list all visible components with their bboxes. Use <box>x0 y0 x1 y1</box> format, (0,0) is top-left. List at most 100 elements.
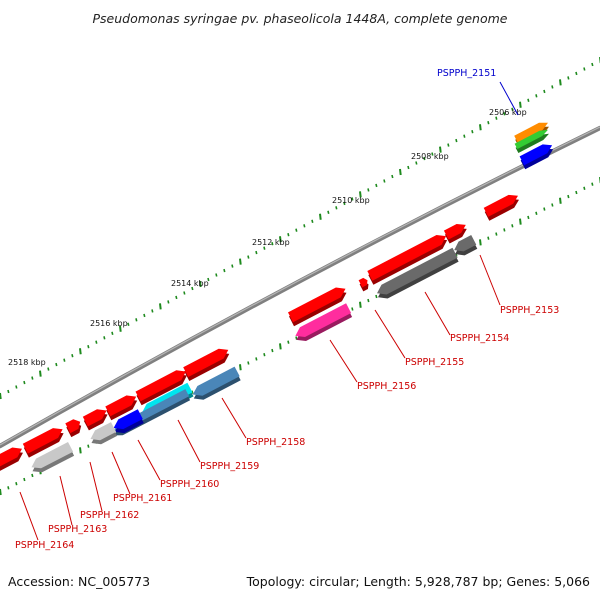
minor-tick <box>591 182 594 186</box>
connector-2151 <box>499 81 519 116</box>
gene-label-2154[interactable]: PSPPH_2154 <box>450 333 509 344</box>
connector-2160 <box>137 439 161 481</box>
major-tick <box>559 79 562 86</box>
minor-tick <box>567 194 570 199</box>
gene-feature-2162-fwd[interactable] <box>65 419 81 434</box>
minor-tick <box>543 207 546 211</box>
gene-label-2158[interactable]: PSPPH_2158 <box>246 437 305 448</box>
gene-label-2159[interactable]: PSPPH_2159 <box>200 461 259 472</box>
minor-tick <box>15 385 18 389</box>
minor-tick <box>527 215 530 220</box>
minor-tick <box>191 286 194 291</box>
minor-tick <box>23 380 26 385</box>
gene-feature-2161[interactable] <box>90 422 117 441</box>
major-tick <box>239 364 242 371</box>
minor-tick <box>87 444 90 448</box>
gene-feature-2156-fwd[interactable] <box>288 287 346 323</box>
gene-feature-2160[interactable] <box>113 409 143 430</box>
minor-tick <box>167 300 170 304</box>
gene-label-2162[interactable]: PSPPH_2162 <box>80 510 139 521</box>
major-tick <box>319 213 322 220</box>
major-tick <box>119 325 122 332</box>
minor-tick <box>55 362 58 367</box>
major-tick <box>479 124 482 131</box>
forward-strand-features <box>0 194 519 471</box>
minor-tick <box>503 112 506 116</box>
major-tick <box>239 258 242 265</box>
gene-label-2155[interactable]: PSPPH_2155 <box>405 357 464 368</box>
major-tick <box>79 348 82 355</box>
gene-feature-2158[interactable] <box>192 366 240 396</box>
gene-label-2161[interactable]: PSPPH_2161 <box>113 493 172 504</box>
gene-label-2163[interactable]: PSPPH_2163 <box>48 524 107 535</box>
map-title: Pseudomonas syringae pv. phaseolicola 14… <box>92 11 507 26</box>
minor-tick <box>583 186 586 190</box>
minor-tick <box>423 156 426 161</box>
gene-feature-2152[interactable] <box>483 194 518 217</box>
gene-feature-2153[interactable] <box>454 235 477 252</box>
gene-feature-2156[interactable] <box>295 303 352 337</box>
minor-tick <box>87 345 90 349</box>
gene-feature-2161-fwd[interactable] <box>82 409 107 427</box>
gene-label-2153[interactable]: PSPPH_2153 <box>500 305 559 316</box>
minor-tick <box>343 201 346 206</box>
minor-tick <box>263 353 266 357</box>
gene-feature-small[interactable] <box>358 277 368 288</box>
scale-label-2510: 2510 kbp <box>332 196 370 205</box>
gene-label-2156[interactable]: PSPPH_2156 <box>357 381 416 392</box>
minor-tick <box>7 486 10 490</box>
gene-label-2164[interactable]: PSPPH_2164 <box>15 540 74 551</box>
gene-feature-2164-fwd[interactable] <box>0 447 22 471</box>
gene-feature-2151-green[interactable] <box>514 129 548 149</box>
gene-feature-2158-fwd[interactable] <box>183 348 229 377</box>
minor-tick <box>495 232 498 236</box>
minor-tick <box>431 152 434 156</box>
gene-feature-2163[interactable] <box>31 442 74 469</box>
minor-tick <box>567 76 570 80</box>
minor-tick <box>575 71 578 76</box>
gene-feature-2153-fwd[interactable] <box>443 224 466 240</box>
minor-tick <box>255 357 258 361</box>
minor-tick <box>31 473 34 478</box>
minor-tick <box>391 174 394 179</box>
minor-tick <box>527 98 530 102</box>
minor-tick <box>263 246 266 250</box>
minor-tick <box>47 367 50 371</box>
gene-feature-2159-fwd[interactable] <box>135 370 186 402</box>
gene-feature-2154[interactable] <box>377 247 458 295</box>
gene-feature-2154-fwd[interactable] <box>367 235 447 281</box>
minor-tick <box>287 340 290 344</box>
gene-feature-2151-orange[interactable] <box>514 122 548 143</box>
gene-label-2160[interactable]: PSPPH_2160 <box>160 479 219 490</box>
minor-tick <box>327 210 330 214</box>
connector-2159 <box>177 419 201 463</box>
minor-tick <box>215 273 218 277</box>
minor-tick <box>63 358 66 362</box>
gene-feature-2160-fwd[interactable] <box>105 395 137 417</box>
minor-tick <box>407 165 410 170</box>
gene-feature-2151-blue[interactable] <box>519 144 553 166</box>
minor-tick <box>71 354 74 358</box>
major-tick <box>519 101 522 108</box>
outer-scale-ring <box>0 57 600 400</box>
connector-2161 <box>111 451 131 495</box>
minor-tick <box>495 116 498 120</box>
scale-label-2514: 2514 kbp <box>171 279 209 288</box>
genome-backbone <box>0 125 600 449</box>
label-connectors <box>19 81 519 541</box>
minor-tick <box>271 242 274 246</box>
minor-tick <box>375 183 378 188</box>
minor-tick <box>303 224 306 228</box>
reverse-strand-features <box>31 122 554 473</box>
minor-tick <box>583 67 586 71</box>
major-tick <box>439 146 442 153</box>
gene-feature-2163-fwd[interactable] <box>22 428 63 454</box>
minor-tick <box>551 203 554 207</box>
gene-label-2151[interactable]: PSPPH_2151 <box>437 68 496 79</box>
connector-2164 <box>19 491 39 541</box>
minor-tick <box>143 313 146 318</box>
major-tick <box>159 303 162 310</box>
major-tick <box>79 447 82 454</box>
minor-tick <box>383 179 386 183</box>
